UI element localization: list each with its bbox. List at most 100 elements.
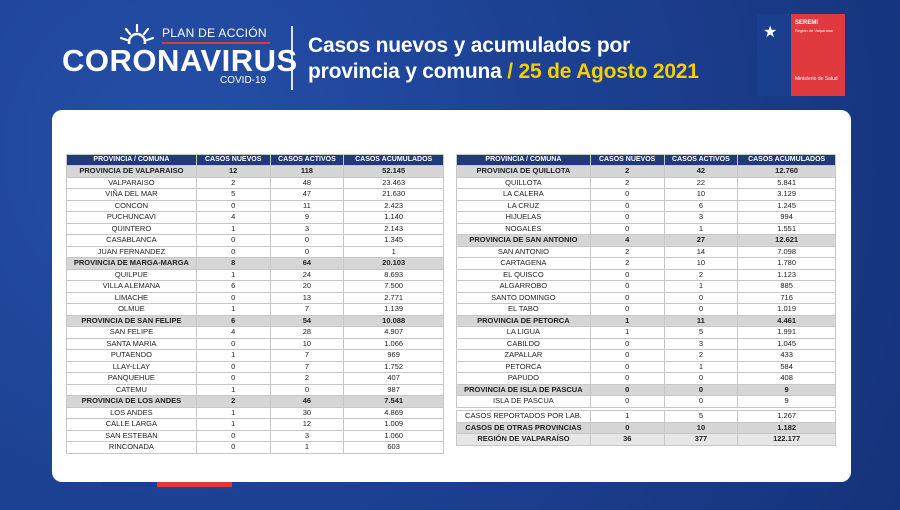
- column-header: PROVINCIA / COMUNA: [66, 154, 197, 166]
- cell-acum: 4.869: [343, 406, 444, 419]
- cell-name: HIJUELAS: [456, 211, 591, 224]
- cell-name: SANTA MARIA: [66, 337, 197, 350]
- cell-nuevos: 5: [195, 188, 271, 201]
- cell-activos: 22: [663, 176, 739, 189]
- cell-activos: 27: [663, 234, 739, 247]
- table-row: LOS ANDES 1 30 4.869: [66, 406, 444, 419]
- cell-acum: 2.771: [343, 291, 444, 304]
- title-date: 25 de Agosto 2021: [518, 60, 699, 83]
- cell-activos: 24: [269, 268, 345, 281]
- cell-activos: 7: [269, 303, 345, 316]
- cell-activos: 14: [663, 245, 739, 258]
- cell-name: PANQUEHUE: [66, 372, 197, 385]
- table-row: LA LIGUA 1 5 1.991: [456, 326, 836, 339]
- cell-nuevos: 1: [195, 406, 271, 419]
- table-row: SANTA MARIA 0 10 1.066: [66, 337, 444, 350]
- cell-nuevos: 0: [195, 245, 271, 258]
- cell-name: JUAN FERNANDEZ: [66, 245, 197, 258]
- cell-activos: 118: [269, 165, 345, 178]
- seremi-ministry: Ministerio de Salud: [795, 76, 838, 82]
- cell-activos: 10: [663, 421, 739, 434]
- cell-acum: 407: [343, 372, 444, 385]
- cell-nuevos: 0: [589, 349, 665, 362]
- cell-nuevos: 0: [589, 395, 665, 408]
- logo-coronavirus-text: CORONAVIRUS: [62, 43, 298, 78]
- table-header-row: PROVINCIA / COMUNA CASOS NUEVOS CASOS AC…: [66, 154, 444, 166]
- cell-nuevos: 2: [589, 165, 665, 178]
- cell-acum: 12.760: [737, 165, 836, 178]
- table-row: NOGALES 0 1 1.551: [456, 222, 836, 235]
- cell-name: EL TABO: [456, 303, 591, 316]
- cell-acum: 603: [343, 441, 444, 454]
- cell-acum: 20.103: [343, 257, 444, 270]
- table-row: CABILDO 0 3 1.045: [456, 337, 836, 350]
- cell-nuevos: 0: [195, 360, 271, 373]
- cell-nuevos: 0: [195, 429, 271, 442]
- cell-nuevos: 36: [589, 433, 665, 446]
- cell-nuevos: 2: [195, 395, 271, 408]
- cell-name: PROVINCIA DE PETORCA: [456, 314, 591, 327]
- table-row: ISLA DE PASCUA 0 0 9: [456, 395, 836, 408]
- cases-table-left: PROVINCIA / COMUNA CASOS NUEVOS CASOS AC…: [66, 154, 444, 454]
- cell-nuevos: 0: [195, 199, 271, 212]
- cell-name: LIMACHE: [66, 291, 197, 304]
- cell-acum: 1.267: [737, 410, 836, 423]
- table-row: CATEMU 1 0 987: [66, 383, 444, 396]
- cell-nuevos: 0: [589, 372, 665, 385]
- cell-activos: 1: [663, 360, 739, 373]
- cell-nuevos: 1: [195, 268, 271, 281]
- cell-name: QUILPUE: [66, 268, 197, 281]
- cell-acum: 21.630: [343, 188, 444, 201]
- cell-nuevos: 2: [589, 245, 665, 258]
- cell-name: ISLA DE PASCUA: [456, 395, 591, 408]
- cell-name: PROVINCIA DE ISLA DE PASCUA: [456, 383, 591, 396]
- cell-name: NOGALES: [456, 222, 591, 235]
- cell-acum: 7.500: [343, 280, 444, 293]
- cell-activos: 42: [663, 165, 739, 178]
- cell-name: SAN ANTONIO: [456, 245, 591, 258]
- cell-nuevos: 2: [589, 257, 665, 270]
- cell-acum: 584: [737, 360, 836, 373]
- table-row: QUINTERO 1 3 2.143: [66, 222, 444, 235]
- title-line-1: Casos nuevos y acumulados por: [308, 34, 631, 57]
- table-row: ZAPALLAR 0 2 433: [456, 349, 836, 362]
- cell-acum: 4.461: [737, 314, 836, 327]
- cell-activos: 6: [663, 199, 739, 212]
- cell-acum: 1.752: [343, 360, 444, 373]
- cell-acum: 1.045: [737, 337, 836, 350]
- cell-acum: 122.177: [737, 433, 836, 446]
- cell-activos: 10: [269, 337, 345, 350]
- cell-name: SAN ESTEBAN: [66, 429, 197, 442]
- cell-activos: 0: [663, 372, 739, 385]
- table-row: OLMUE 1 7 1.139: [66, 303, 444, 316]
- cell-name: REGIÓN DE VALPARAÍSO: [456, 433, 591, 446]
- table-row: CASABLANCA 0 0 1.345: [66, 234, 444, 247]
- sun-icon: [120, 23, 154, 44]
- cell-acum: 1.066: [343, 337, 444, 350]
- cell-name: LA LIGUA: [456, 326, 591, 339]
- cell-activos: 0: [663, 303, 739, 316]
- region-total-row: REGIÓN DE VALPARAÍSO 36 377 122.177: [456, 433, 836, 446]
- cell-nuevos: 0: [195, 372, 271, 385]
- cell-activos: 1: [663, 280, 739, 293]
- cell-activos: 3: [663, 337, 739, 350]
- seremi-title: SEREMI: [795, 20, 819, 26]
- province-row: PROVINCIA DE ISLA DE PASCUA 0 0 9: [456, 383, 836, 396]
- cell-activos: 0: [663, 291, 739, 304]
- table-row: SAN ESTEBAN 0 3 1.060: [66, 429, 444, 442]
- province-row: PROVINCIA DE SAN ANTONIO 4 27 12.621: [456, 234, 836, 247]
- cell-acum: 885: [737, 280, 836, 293]
- cell-nuevos: 0: [589, 222, 665, 235]
- cell-nuevos: 0: [589, 383, 665, 396]
- cell-name: PETORCA: [456, 360, 591, 373]
- table-row: PAPUDO 0 0 408: [456, 372, 836, 385]
- province-row: PROVINCIA DE VALPARAISO 12 118 52.145: [66, 165, 444, 178]
- cell-nuevos: 0: [589, 303, 665, 316]
- cell-name: SANTO DOMINGO: [456, 291, 591, 304]
- cell-acum: 1.182: [737, 421, 836, 434]
- cell-activos: 7: [269, 360, 345, 373]
- cell-acum: 1.551: [737, 222, 836, 235]
- cell-name: EL QUISCO: [456, 268, 591, 281]
- table-row: EL TABO 0 0 1.019: [456, 303, 836, 316]
- cell-name: CARTAGENA: [456, 257, 591, 270]
